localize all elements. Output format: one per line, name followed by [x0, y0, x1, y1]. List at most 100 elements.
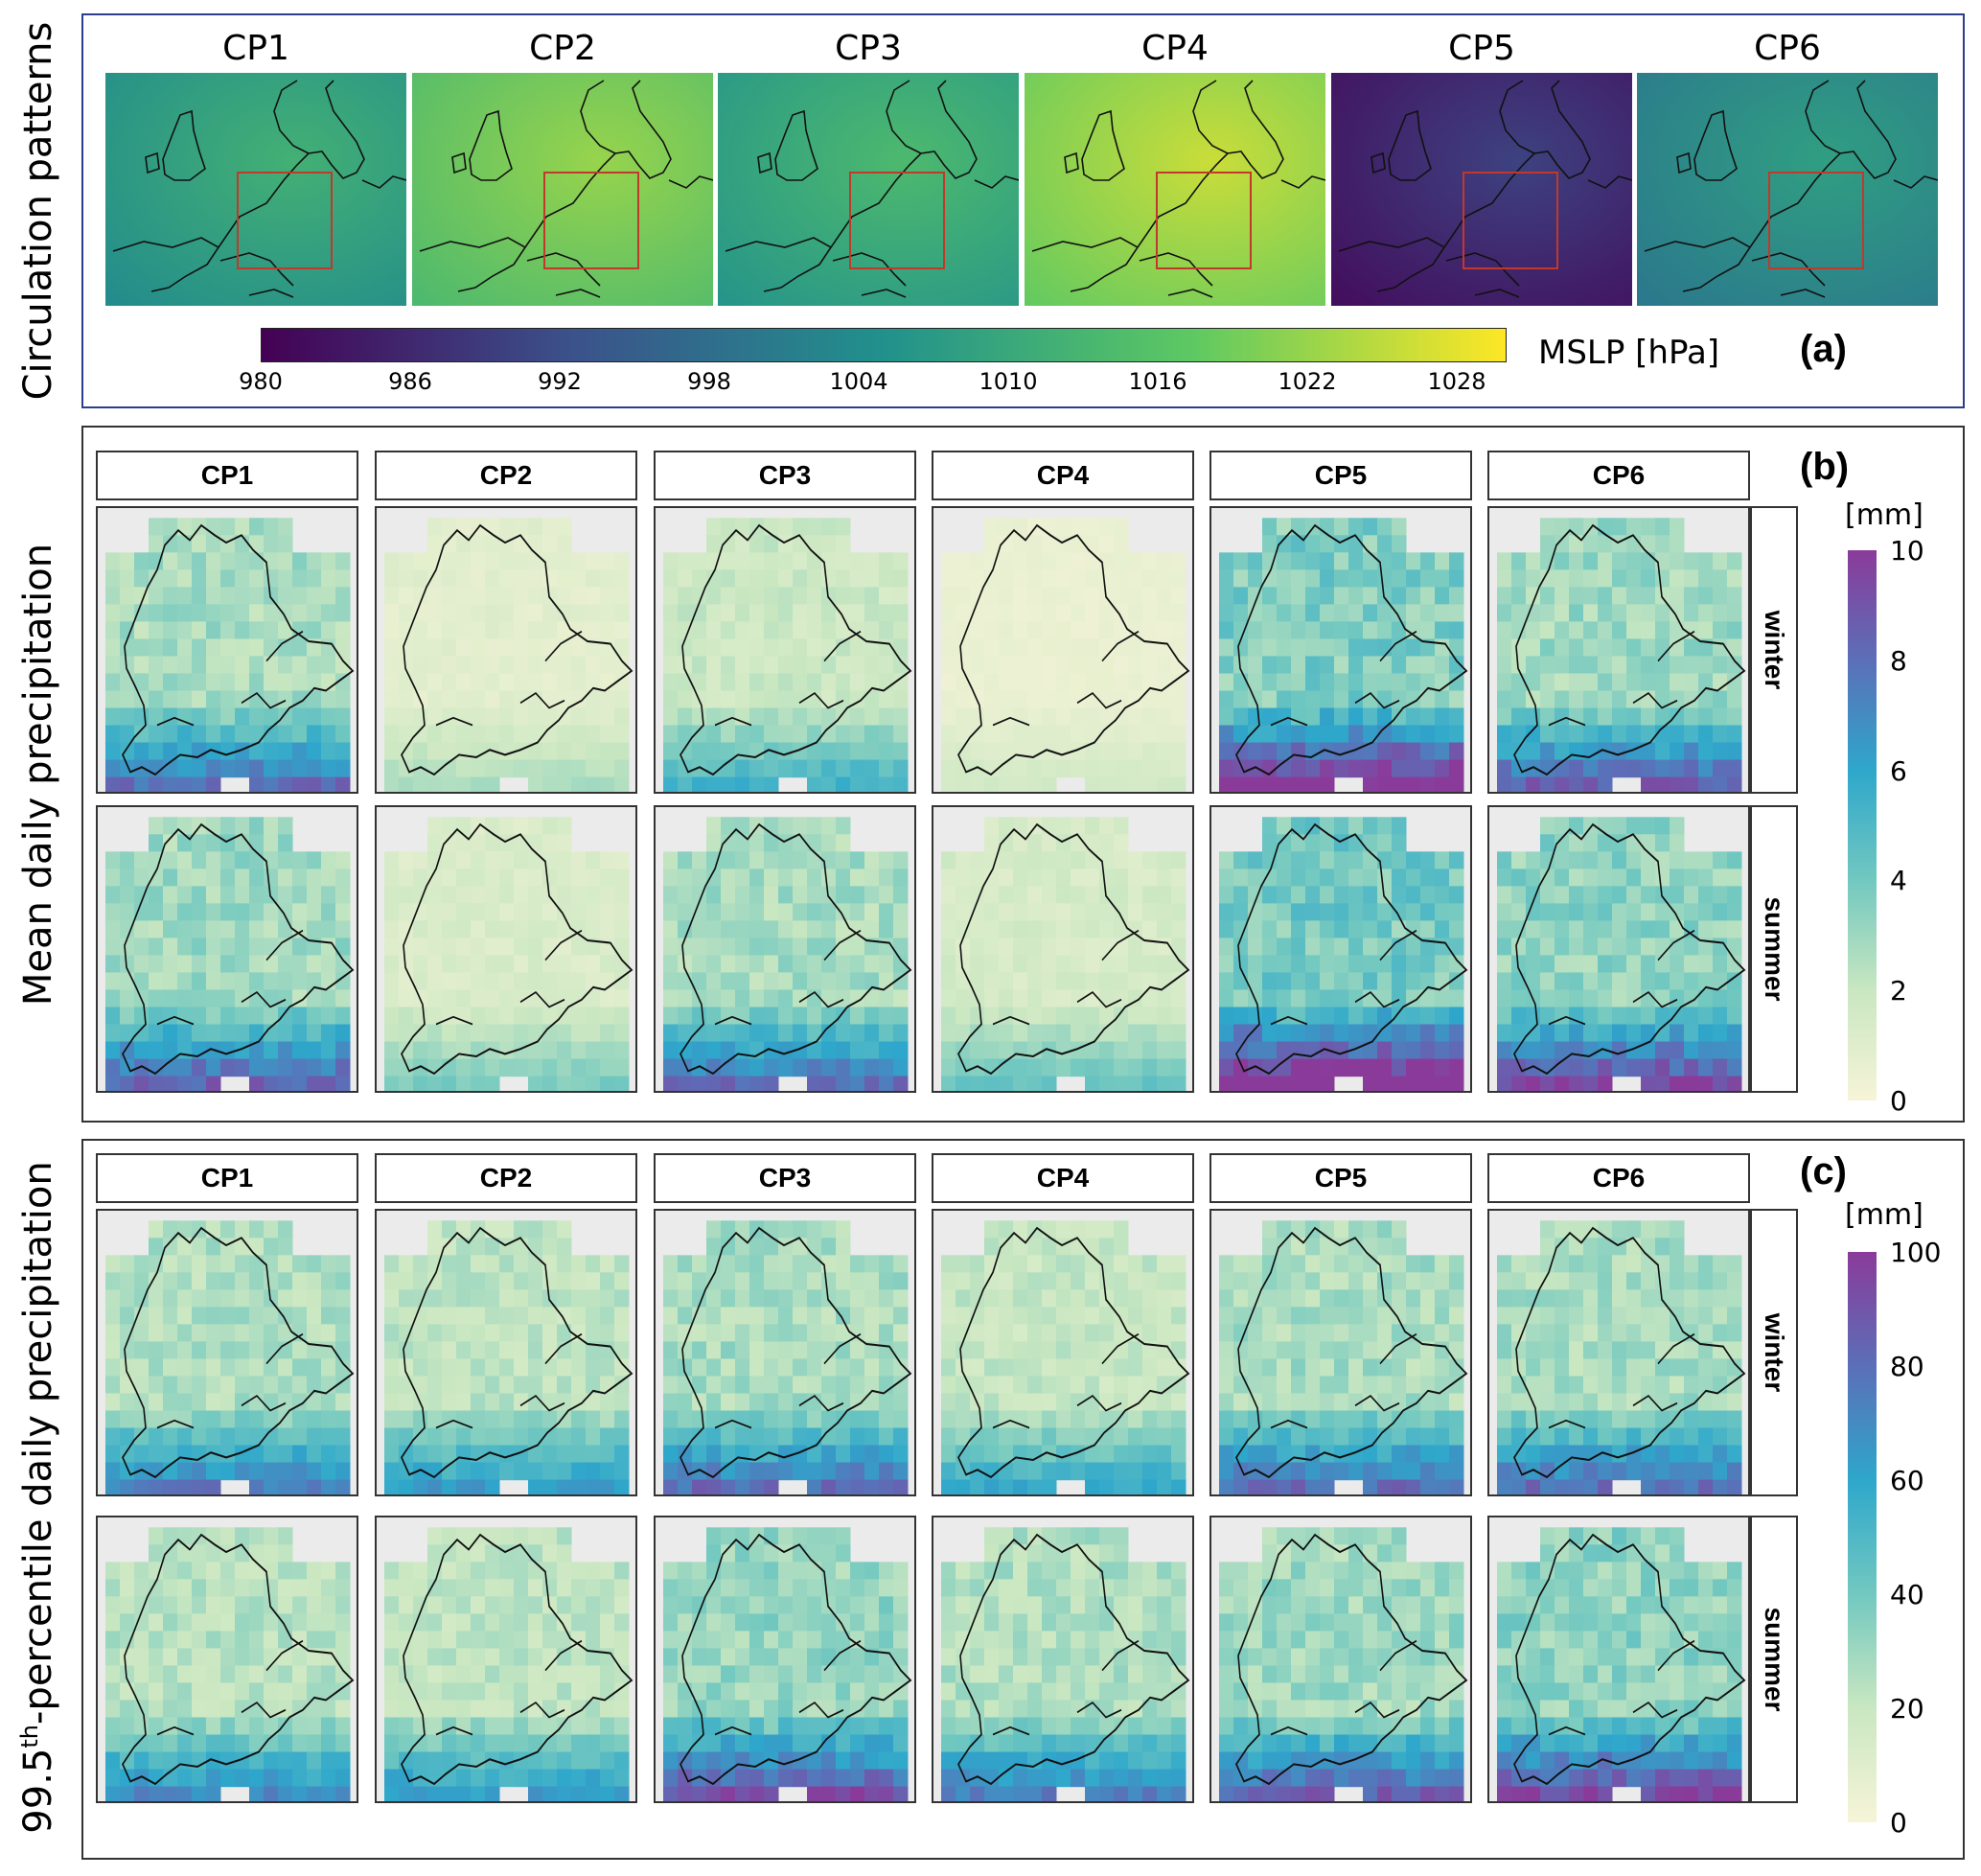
precip-cell — [678, 903, 693, 922]
precip-cell — [307, 1682, 322, 1702]
precip-cell — [1641, 1238, 1656, 1256]
precip-cell — [1684, 903, 1699, 922]
precip-cell — [249, 1307, 265, 1326]
precip-cell — [706, 638, 722, 658]
precip-cell — [1626, 1272, 1642, 1291]
precip-cell — [307, 673, 322, 692]
precip-cell — [778, 742, 794, 761]
precip-cell — [836, 1410, 851, 1429]
precip-cell — [1540, 535, 1555, 553]
precip-cell — [1727, 707, 1742, 727]
precip-cell — [1277, 817, 1292, 835]
precip-cell — [1641, 1024, 1656, 1043]
precip-cell — [663, 1024, 679, 1043]
precip-cell — [793, 1427, 808, 1447]
precip-cell — [307, 1613, 322, 1633]
precip-cell — [1540, 817, 1555, 835]
precip-cell — [941, 604, 956, 623]
precip-cell — [249, 707, 265, 727]
precip-cell — [1171, 1058, 1186, 1077]
precip-cell — [1698, 587, 1714, 606]
precip-cell — [1497, 1272, 1512, 1291]
precip-cell — [1171, 1479, 1186, 1494]
precip-cell — [1392, 1220, 1407, 1239]
precip-cell — [778, 1324, 794, 1343]
precip-cell — [1569, 776, 1584, 792]
precip-cell — [984, 1024, 1000, 1043]
precip-cell — [893, 569, 909, 589]
precip-cell — [249, 518, 265, 536]
precip-cell — [1449, 1427, 1464, 1447]
precip-cell — [586, 851, 601, 869]
precip-cell — [220, 707, 236, 727]
precip-cell — [864, 1024, 880, 1043]
precip-cell — [1171, 742, 1186, 761]
precip-cell — [1727, 1007, 1742, 1026]
precip-cell — [177, 1393, 193, 1412]
precip-cell — [220, 1238, 236, 1256]
precip-cell — [206, 955, 221, 974]
precip-cell — [749, 690, 765, 709]
precip-cell — [134, 569, 150, 589]
precip-cell — [956, 869, 971, 888]
precip-cell — [1569, 638, 1584, 658]
precip-cell — [1291, 972, 1306, 991]
precip-cell — [292, 587, 308, 606]
precip-cell — [793, 920, 808, 939]
precip-cell — [1406, 903, 1421, 922]
precip-cell — [749, 621, 765, 640]
precip-cell — [614, 1024, 630, 1043]
precip-cell — [999, 834, 1014, 852]
precip-cell — [1612, 621, 1627, 640]
precip-cell — [292, 1682, 308, 1702]
precip-cell — [1219, 903, 1234, 922]
precip-cell — [163, 1682, 178, 1702]
precip-cell — [1248, 1324, 1263, 1343]
precip-cell — [706, 725, 722, 744]
precip-cell — [1583, 690, 1599, 709]
precip-cell — [1435, 759, 1450, 778]
precip-cell — [1392, 742, 1407, 761]
precip-cell — [1684, 759, 1699, 778]
precip-cell — [1114, 1058, 1129, 1077]
precip-cell — [749, 656, 765, 675]
precip-cell — [1612, 834, 1627, 852]
precip-cell — [984, 972, 1000, 991]
precip-cell — [821, 1376, 837, 1395]
precip-cell — [864, 972, 880, 991]
precip-cell — [735, 1410, 750, 1429]
precip-cell — [427, 621, 443, 640]
precip-cell — [1698, 725, 1714, 744]
precip-cell — [1305, 989, 1321, 1008]
precip-cell — [1291, 1076, 1306, 1091]
precip-cell — [278, 989, 293, 1008]
precip-cell — [292, 1024, 308, 1043]
precip-cell — [984, 955, 1000, 974]
precip-cell — [1334, 725, 1349, 744]
precip-cell — [1406, 1076, 1421, 1091]
precip-cell — [1013, 1024, 1028, 1043]
precip-cell — [514, 690, 529, 709]
precip-cell — [1420, 656, 1436, 675]
precip-cell — [1085, 1220, 1100, 1239]
precip-cell — [1027, 1324, 1043, 1343]
precip-cell — [893, 1255, 909, 1273]
precip-cell — [600, 1445, 615, 1464]
precip-cell — [1320, 690, 1335, 709]
precip-cell — [1655, 1376, 1670, 1395]
precip-cell — [1406, 1462, 1421, 1481]
precip-cell — [1085, 1255, 1100, 1273]
precip-cell — [941, 972, 956, 991]
precip-cell — [557, 851, 572, 869]
precip-cell — [163, 673, 178, 692]
precip-cell — [1085, 1058, 1100, 1077]
precip-cell — [528, 725, 543, 744]
precip-cell — [542, 1289, 558, 1309]
precip-cell — [528, 1058, 543, 1077]
precip-cell — [778, 834, 794, 852]
precip-cell — [879, 552, 894, 570]
precip-cell — [456, 742, 472, 761]
precip-cell — [471, 604, 486, 623]
precip-cell — [1027, 1289, 1043, 1309]
precip-cell — [1363, 1220, 1378, 1239]
